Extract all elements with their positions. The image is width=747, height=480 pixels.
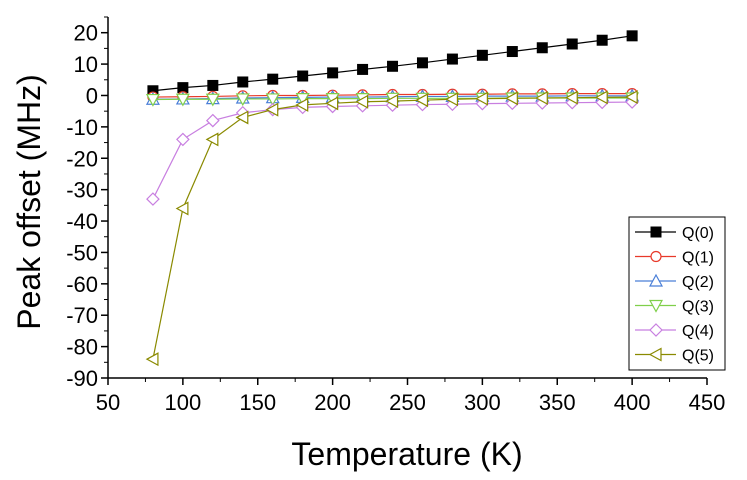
data-point (385, 94, 399, 109)
data-point (237, 76, 249, 88)
x-tick-label: 400 (614, 390, 651, 415)
legend-marker-5 (648, 347, 662, 362)
x-tick-label: 200 (314, 390, 351, 415)
data-point (146, 192, 160, 206)
data-point (536, 42, 548, 54)
x-tick-label: 450 (689, 390, 726, 415)
data-point (145, 352, 159, 367)
data-point (175, 201, 189, 216)
legend-label-4: Q(4) (682, 323, 714, 340)
data-point (265, 93, 280, 107)
data-point (387, 60, 399, 72)
data-point (175, 93, 190, 107)
data-point (327, 67, 339, 79)
legend-marker-0 (650, 226, 662, 238)
y-tick-label: -10 (66, 115, 98, 140)
data-point (596, 34, 608, 46)
series-line-4 (152, 101, 633, 200)
legend-box (628, 216, 726, 371)
data-point (177, 82, 189, 94)
legend-label-2: Q(2) (682, 274, 714, 291)
legend-label-1: Q(1) (682, 250, 714, 267)
legend-label-5: Q(5) (682, 348, 714, 365)
data-point (566, 38, 578, 50)
legend-marker-1 (650, 250, 662, 263)
data-point (265, 102, 279, 117)
x-tick-label: 100 (165, 390, 202, 415)
data-point (594, 90, 608, 105)
data-point (624, 90, 638, 105)
data-point (267, 73, 279, 85)
data-point (416, 57, 428, 69)
data-point (445, 92, 459, 107)
x-tick-label: 50 (96, 390, 120, 415)
y-tick-label: -90 (66, 366, 98, 391)
data-point (506, 46, 518, 58)
series-5 (145, 90, 638, 367)
x-tick-label: 250 (389, 390, 426, 415)
data-point (297, 70, 309, 82)
y-tick-label: 10 (74, 52, 98, 77)
legend-label-3: Q(3) (682, 299, 714, 316)
legend-label-0: Q(0) (682, 225, 714, 242)
y-tick-label: -80 (66, 335, 98, 360)
series-line-5 (152, 96, 633, 360)
data-point (535, 90, 548, 106)
x-tick-label: 300 (464, 390, 501, 415)
x-tick-label: 350 (539, 390, 576, 415)
y-tick-label: -30 (66, 178, 98, 203)
data-point (205, 93, 220, 107)
y-tick-label: -20 (66, 146, 98, 171)
y-tick-label: -50 (66, 240, 98, 265)
y-tick-label: -40 (66, 209, 98, 234)
y-tick-label: 20 (74, 21, 98, 46)
data-point (205, 113, 220, 128)
legend-marker-2 (648, 273, 664, 287)
y-tick-label: 0 (86, 83, 98, 108)
legend-marker-3 (648, 299, 664, 313)
y-tick-label: -70 (66, 303, 98, 328)
series-0 (147, 30, 638, 97)
series-layer (145, 30, 640, 367)
legend-marker-4 (649, 323, 663, 337)
data-point (564, 90, 578, 105)
legend: Q(0) Q(1) Q(2) Q(3) Q(4) Q(5) (628, 216, 726, 371)
data-point (176, 132, 190, 147)
axes-layer: 50 100 150 200 250 300 350 400 450-90-80-70-60-5… (66, 16, 726, 415)
data-point (355, 94, 369, 109)
y-tick-label: -60 (66, 272, 98, 297)
data-point (295, 93, 310, 106)
data-point (475, 91, 488, 106)
data-point (476, 49, 488, 61)
data-point (446, 53, 458, 65)
data-point (235, 110, 249, 125)
x-axis-title: Temperature (K) (291, 436, 522, 472)
data-point (505, 91, 518, 106)
series-4 (146, 95, 639, 206)
data-point (325, 96, 339, 111)
x-tick-label: 150 (239, 390, 276, 415)
data-point (626, 30, 638, 42)
data-point (357, 63, 369, 75)
data-point (205, 132, 219, 147)
data-point (145, 93, 160, 107)
data-point (295, 97, 309, 112)
data-point (235, 93, 250, 107)
data-point (207, 79, 219, 91)
data-point (415, 93, 429, 108)
y-axis-title: Peak offset (MHz) (11, 74, 47, 329)
